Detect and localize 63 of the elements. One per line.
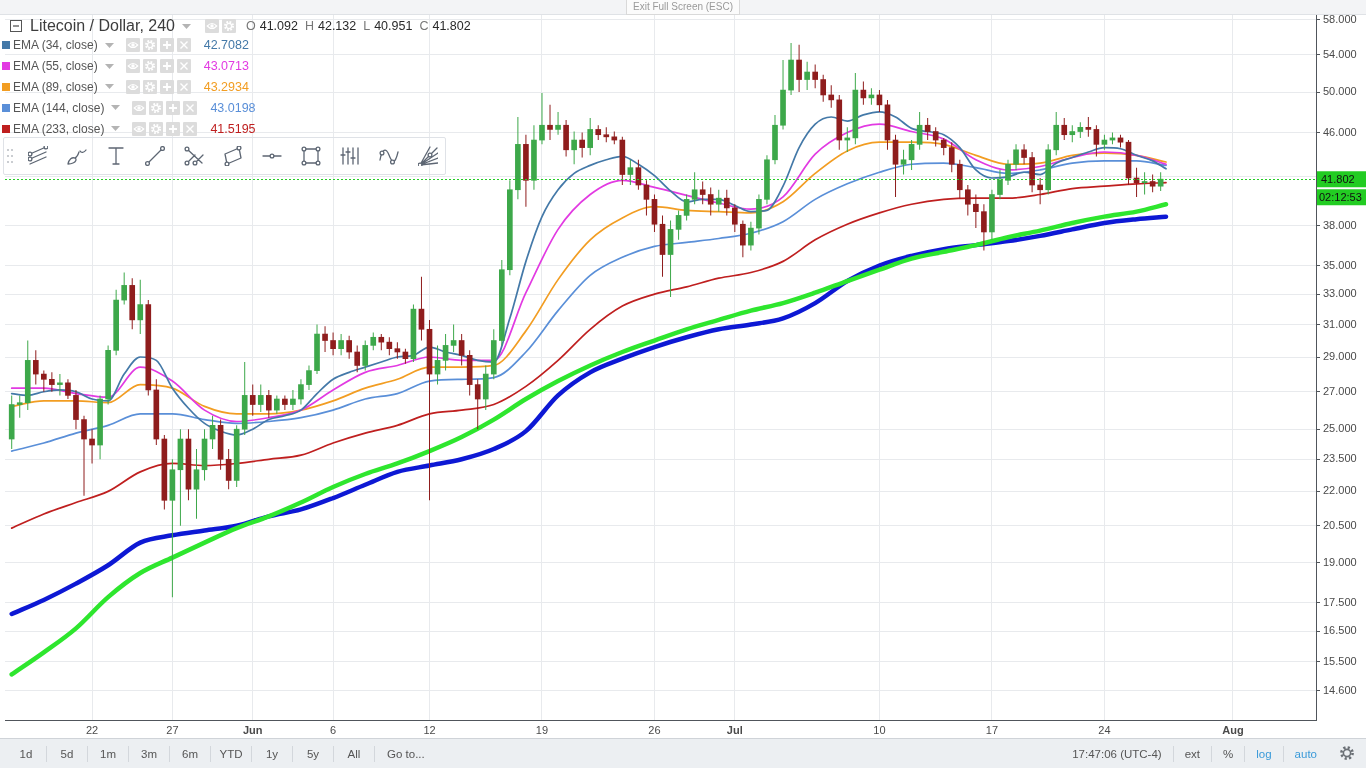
y-tick-label: 58.000 (1323, 12, 1357, 25)
y-tick-label: 27.000 (1323, 384, 1357, 397)
legend-label: EMA (233, close) (13, 121, 105, 136)
candlestick (16, 395, 23, 418)
x-tick-label: 10 (873, 723, 886, 736)
annotation: 41.5195 (210, 121, 256, 136)
y-tick-label: 25.000 (1323, 422, 1357, 435)
legend-label: EMA (89, close) (13, 79, 98, 94)
y-tick-label: 38.000 (1323, 218, 1357, 231)
text: 17:47:06 (UTC-4) (1071, 746, 1163, 762)
y-tick-label: 29.000 (1323, 350, 1357, 363)
text: auto (1282, 745, 1328, 762)
y-tick-label: 22.000 (1323, 484, 1357, 497)
x-tick-label: Jul (726, 723, 743, 736)
x-tick-label: Jun (242, 723, 263, 736)
text: 1d (6, 745, 47, 762)
x-tick-label: 12 (423, 723, 436, 736)
y-tick-label: 50.000 (1323, 85, 1357, 98)
x-tick-label: 26 (648, 723, 661, 736)
text: Go to... (386, 746, 425, 762)
x-tick-label: 27 (166, 723, 179, 736)
y-tick-label: 15.500 (1323, 654, 1357, 667)
text: log (1244, 745, 1283, 762)
legend-label: EMA (55, close) (13, 59, 98, 74)
chart-title: Litecoin / Dollar, 240 (30, 17, 175, 35)
y-tick-label: 23.500 (1323, 452, 1357, 465)
x-tick-label: 6 (330, 723, 337, 736)
y-tick-label: 31.000 (1323, 317, 1357, 330)
annotation: 42.7082 (203, 38, 249, 53)
legend-label: EMA (144, close) (13, 100, 105, 115)
text: All (334, 745, 375, 762)
text: % (1211, 745, 1245, 762)
y-tick-label: 19.000 (1323, 555, 1357, 568)
y-tick-label: 17.500 (1323, 595, 1357, 608)
x-tick-label: 19 (535, 723, 549, 736)
legend-label: EMA (34, close) (13, 38, 98, 53)
annotation: O 41.092 H 42.132 L 40.951 C 41.802 (245, 19, 471, 33)
text: ext (1172, 745, 1212, 762)
text: Exit Full Screen (ESC) (625, 0, 741, 15)
text: 02:12:53 (1319, 190, 1362, 203)
text: 6m (170, 745, 211, 762)
x-tick-label: Aug (1222, 723, 1244, 736)
text: 1y (252, 745, 293, 762)
y-tick-label: 16.500 (1323, 624, 1357, 637)
text: 5d (47, 745, 88, 762)
y-tick-label: 20.500 (1323, 518, 1357, 531)
x-tick-label: 24 (1098, 723, 1111, 736)
ref-line-label: 41.802 (1321, 172, 1355, 185)
text: YTD (211, 745, 252, 762)
y-tick-label: 33.000 (1323, 287, 1357, 300)
text: 1m (88, 745, 129, 762)
text: 3m (129, 745, 170, 762)
text: 5y (293, 745, 334, 762)
annotation: 43.0198 (210, 100, 256, 115)
y-tick-label: 46.000 (1323, 125, 1357, 138)
y-tick-label: 35.000 (1323, 258, 1357, 271)
y-tick-label: 54.000 (1323, 47, 1357, 60)
x-tick-label: 22 (85, 723, 99, 736)
x-tick-label: 17 (985, 723, 999, 736)
annotation: 43.0713 (203, 59, 249, 74)
candlestick (1141, 172, 1148, 195)
y-tick-label: 14.600 (1323, 683, 1357, 696)
annotation: 43.2934 (203, 79, 249, 94)
